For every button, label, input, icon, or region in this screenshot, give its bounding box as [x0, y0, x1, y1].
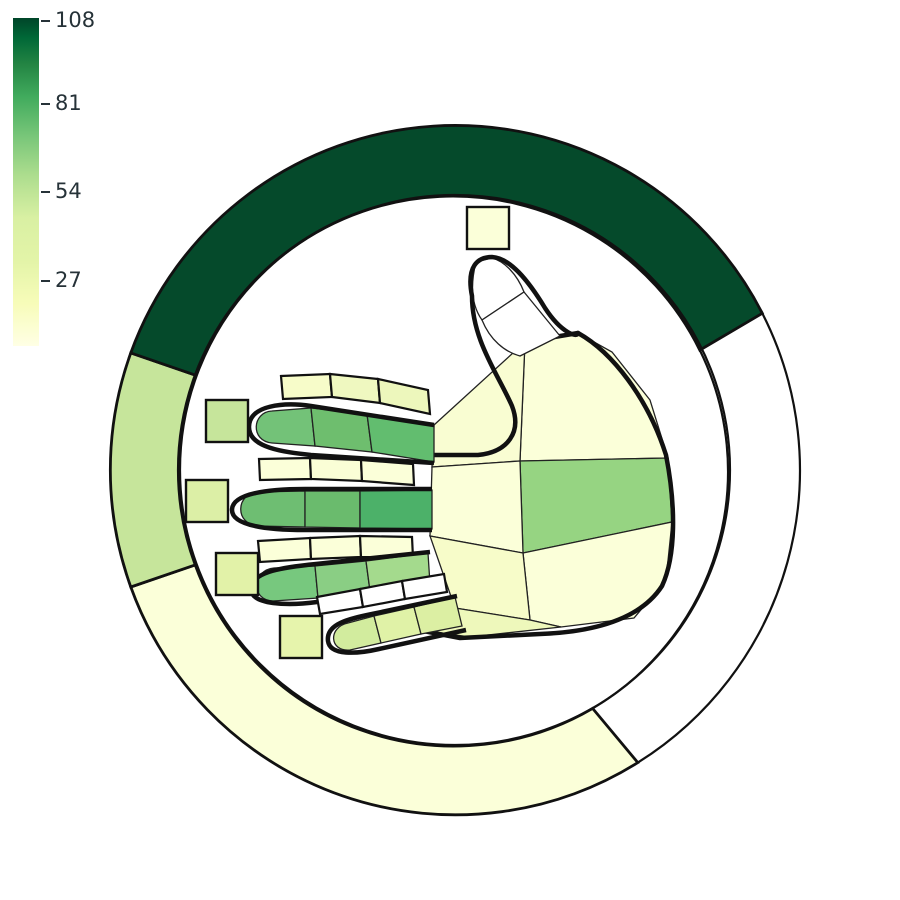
middle-finger-outline [229, 486, 432, 533]
thumb-silhouette [431, 254, 581, 458]
middle-bar-2[interactable] [308, 456, 364, 483]
index-segment-index-distal[interactable] [255, 407, 316, 447]
pinky-finger-outline [325, 593, 467, 655]
nail-marker-nail-index[interactable] [204, 398, 250, 444]
colorbar-tick-label-27: 27 [55, 268, 82, 292]
outer-ring[interactable] [108, 124, 802, 817]
thumb-segment-thumb-proximal[interactable] [481, 291, 562, 357]
pinky-bar-3[interactable] [400, 572, 449, 601]
middle-finger[interactable] [229, 456, 433, 533]
ring-bar-1[interactable] [256, 536, 313, 564]
colorbar-tick-label-81: 81 [55, 91, 82, 115]
value-colorbar[interactable]: 108 81 54 27 [13, 8, 95, 346]
colorbar-tick-label-54: 54 [55, 179, 82, 203]
nail-marker-nail-pinky[interactable] [278, 614, 324, 660]
middle-bar-1[interactable] [257, 456, 313, 482]
pinky-segment-pinky-distal[interactable] [333, 615, 382, 651]
nail-marker-nail-thumb[interactable] [465, 205, 511, 251]
pinky-finger[interactable] [315, 572, 467, 655]
palm-silhouette [417, 330, 676, 641]
middle-segment-middle-distal[interactable] [240, 490, 306, 528]
hand-outline[interactable] [229, 254, 676, 655]
middle-bar-3[interactable] [359, 458, 416, 487]
inner-ring-outline [178, 193, 732, 747]
ring-bar-2[interactable] [308, 534, 363, 561]
nail-markers[interactable] [184, 205, 511, 660]
nail-marker-nail-ring[interactable] [214, 551, 260, 597]
index-bar-3[interactable] [376, 377, 432, 416]
colorbar-tick-label-108: 108 [55, 8, 95, 32]
middle-segment-middle-proximal[interactable] [359, 489, 433, 530]
colorbar-gradient [13, 18, 39, 346]
middle-segment-middle-middle[interactable] [304, 490, 361, 529]
index-bar-1[interactable] [279, 372, 334, 401]
thumb-group[interactable] [431, 254, 581, 458]
colorbar-ticks [41, 20, 50, 282]
nail-marker-nail-middle[interactable] [184, 478, 230, 524]
index-bar-2[interactable] [328, 372, 382, 405]
index-finger[interactable] [246, 372, 435, 466]
